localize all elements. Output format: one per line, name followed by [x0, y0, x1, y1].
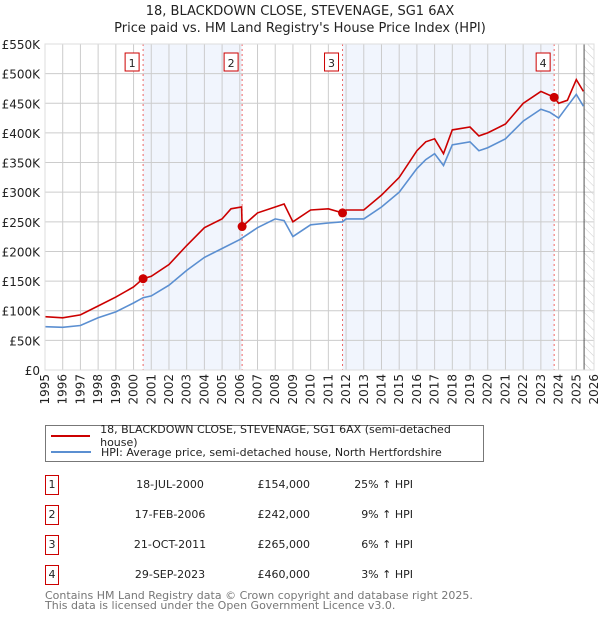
y-tick-label: £450K — [2, 97, 42, 111]
x-tick-label: 2018 — [445, 374, 459, 405]
table-row: 2 17-FEB-2006 £242,000 9% ↑ HPI — [45, 505, 445, 525]
sale-point — [237, 222, 247, 232]
x-tick-label: 2012 — [339, 374, 353, 405]
sale-marker: 2 — [45, 505, 59, 525]
sale-marker-box — [324, 52, 340, 72]
sale-date: 18-JUL-2000 — [136, 478, 204, 491]
sale-marker: 3 — [45, 535, 59, 555]
x-tick-label: 2019 — [463, 374, 477, 405]
forecast-hatch — [584, 44, 594, 370]
y-tick-label: £250K — [2, 216, 42, 230]
footer-copyright: Contains HM Land Registry data © Crown c… — [45, 589, 473, 602]
x-tick-label: 2023 — [534, 374, 548, 405]
x-tick-label: 2026 — [587, 374, 600, 405]
sale-hpi: 6% ↑ HPI — [361, 538, 413, 551]
y-tick-label: £550K — [2, 38, 42, 52]
x-tick-label: 2009 — [286, 374, 300, 405]
sale-marker-label: 1 — [129, 57, 136, 70]
sale-hpi: 3% ↑ HPI — [361, 568, 413, 581]
y-tick-label: £400K — [2, 127, 42, 141]
y-tick-label: £300K — [2, 186, 42, 200]
y-tick-label: £50K — [9, 334, 41, 348]
x-tick-label: 2006 — [233, 374, 247, 405]
x-tick-label: 2014 — [374, 374, 388, 405]
x-tick-label: 2025 — [569, 374, 583, 405]
sale-price: £460,000 — [257, 568, 311, 581]
x-tick-label: 2005 — [215, 374, 229, 405]
x-tick-label: 2011 — [321, 374, 335, 405]
legend-swatch — [51, 451, 91, 453]
x-tick-label: 1996 — [56, 374, 70, 405]
y-tick-label: £0 — [25, 364, 40, 378]
sale-marker-box — [535, 52, 551, 72]
sale-price: £154,000 — [257, 478, 311, 491]
x-tick-label: 2013 — [357, 374, 371, 405]
sale-marker-box — [124, 52, 140, 72]
x-tick-label: 2024 — [552, 374, 566, 405]
x-tick-label: 2020 — [481, 374, 495, 405]
x-tick-label: 2004 — [197, 374, 211, 405]
x-tick-label: 1999 — [109, 374, 123, 405]
legend: 18, BLACKDOWN CLOSE, STEVENAGE, SG1 6AX … — [45, 423, 484, 462]
sale-price: £265,000 — [257, 538, 311, 551]
table-row: 4 29-SEP-2023 £460,000 3% ↑ HPI — [45, 565, 445, 585]
legend-item-hpi: HPI: Average price, semi-detached house,… — [51, 444, 442, 460]
sale-marker-label: 3 — [328, 57, 335, 70]
x-tick-label: 2010 — [304, 374, 318, 405]
x-tick-label: 2008 — [268, 374, 282, 405]
y-tick-label: £500K — [2, 68, 42, 82]
x-tick-label: 2021 — [498, 374, 512, 405]
table-row: 3 21-OCT-2011 £265,000 6% ↑ HPI — [45, 535, 445, 555]
sale-marker: 4 — [45, 565, 59, 585]
x-tick-label: 2003 — [180, 374, 194, 405]
sale-point — [138, 274, 148, 284]
footer-licence: This data is licensed under the Open Gov… — [45, 599, 396, 612]
sale-marker-label: 2 — [228, 57, 235, 70]
sale-point — [549, 92, 559, 102]
sale-marker-label: 4 — [540, 57, 547, 70]
sale-date: 17-FEB-2006 — [134, 508, 206, 521]
y-tick-label: £350K — [2, 157, 42, 171]
sale-hpi: 25% ↑ HPI — [354, 478, 413, 491]
legend-label: 18, BLACKDOWN CLOSE, STEVENAGE, SG1 6AX … — [100, 423, 451, 449]
sale-hpi: 9% ↑ HPI — [361, 508, 413, 521]
shaded-period — [143, 44, 243, 370]
sale-marker-box — [223, 52, 239, 72]
sale-date: 29-SEP-2023 — [134, 568, 206, 581]
legend-swatch — [51, 435, 91, 437]
x-tick-label: 2017 — [428, 374, 442, 405]
chart-title: 18, BLACKDOWN CLOSE, STEVENAGE, SG1 6AX — [145, 4, 455, 19]
shaded-period — [342, 44, 555, 370]
sale-date: 21-OCT-2011 — [133, 538, 207, 551]
table-row: 1 18-JUL-2000 £154,000 25% ↑ HPI — [45, 475, 445, 495]
y-tick-label: £200K — [2, 245, 42, 259]
x-tick-label: 1995 — [38, 374, 52, 405]
y-tick-label: £150K — [2, 275, 42, 289]
x-tick-label: 2001 — [144, 374, 158, 405]
sale-price: £242,000 — [257, 508, 311, 521]
x-tick-label: 2002 — [162, 374, 176, 405]
y-tick-label: £100K — [2, 305, 42, 319]
x-tick-label: 2016 — [410, 374, 424, 405]
sale-point — [338, 208, 348, 218]
x-tick-label: 1998 — [91, 374, 105, 405]
x-tick-label: 2000 — [127, 374, 141, 405]
price-chart: 1995 1996 1997 1998 1999 2000 2001 2002 2003 2004… — [2, 38, 600, 405]
x-tick-label: 2022 — [516, 374, 530, 405]
sale-marker: 1 — [45, 475, 59, 495]
x-tick-label: 2007 — [251, 374, 265, 405]
x-tick-label: 1997 — [73, 374, 87, 405]
series-line — [44, 92, 585, 329]
x-tick-label: 2015 — [392, 374, 406, 405]
legend-item-property: 18, BLACKDOWN CLOSE, STEVENAGE, SG1 6AX … — [51, 423, 483, 449]
legend-label: HPI: Average price, semi-detached house,… — [101, 445, 442, 459]
chart-subtitle: Price paid vs. HM Land Registry's House … — [114, 21, 486, 36]
plot-frame — [44, 43, 595, 371]
series-line — [44, 77, 585, 319]
